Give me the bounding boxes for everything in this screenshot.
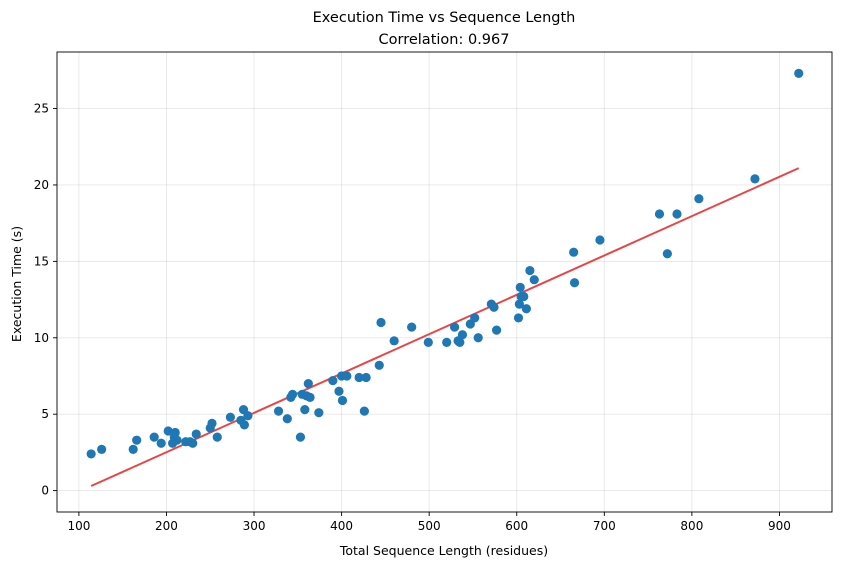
y-tick-label: 5 xyxy=(41,407,49,421)
grid-lines xyxy=(57,52,832,512)
data-point xyxy=(225,412,235,422)
data-point xyxy=(569,247,579,257)
plot-frame xyxy=(56,51,833,513)
data-point xyxy=(191,429,201,439)
data-point xyxy=(519,291,529,302)
data-point xyxy=(239,420,250,430)
x-axis-ticks: 100 200 300 400 500 600 700 800 900 xyxy=(67,512,791,533)
x-tick-label: 600 xyxy=(505,519,528,533)
data-point xyxy=(359,406,369,416)
data-point xyxy=(295,432,306,442)
x-tick-label: 100 xyxy=(67,519,90,533)
data-point xyxy=(449,322,460,332)
data-point xyxy=(376,317,386,328)
data-point xyxy=(342,371,352,381)
data-point xyxy=(300,405,310,415)
y-tick-label: 10 xyxy=(34,331,49,345)
data-point xyxy=(328,375,338,386)
chart-title: Execution Time vs Sequence Length xyxy=(313,10,576,26)
data-point xyxy=(334,386,344,396)
data-point xyxy=(354,372,364,383)
x-tick-label: 900 xyxy=(768,519,791,533)
data-point xyxy=(132,435,142,445)
data-point xyxy=(794,68,804,78)
y-tick-label: 25 xyxy=(34,102,49,116)
data-point xyxy=(188,438,198,448)
data-point xyxy=(163,426,173,436)
data-point xyxy=(569,278,580,288)
data-point xyxy=(305,392,315,402)
data-point xyxy=(694,194,704,204)
x-tick-label: 800 xyxy=(680,519,703,533)
x-tick-label: 300 xyxy=(243,519,266,533)
y-axis-ticks: 0 5 10 15 20 25 xyxy=(34,102,57,498)
data-point xyxy=(303,379,313,389)
data-point xyxy=(407,322,417,332)
data-point xyxy=(515,282,525,292)
data-point xyxy=(361,372,371,383)
fit-line-layer xyxy=(90,167,800,487)
data-point xyxy=(529,275,539,285)
data-point xyxy=(86,449,96,459)
data-point xyxy=(314,408,324,418)
data-point xyxy=(492,325,502,335)
data-point xyxy=(172,435,182,445)
data-point xyxy=(374,360,384,370)
data-point xyxy=(97,444,107,454)
data-point xyxy=(282,414,292,424)
x-tick-label: 700 xyxy=(593,519,616,533)
data-point xyxy=(489,302,499,312)
data-point xyxy=(442,337,452,347)
data-point xyxy=(525,265,535,276)
data-point xyxy=(470,313,480,323)
data-point xyxy=(457,330,468,340)
data-point xyxy=(521,304,531,314)
x-tick-label: 500 xyxy=(418,519,441,533)
data-point xyxy=(595,235,605,245)
data-point xyxy=(750,174,760,184)
data-point xyxy=(455,337,465,347)
y-tick-label: 0 xyxy=(41,484,49,498)
data-point xyxy=(473,333,483,343)
data-point xyxy=(128,444,138,454)
data-point xyxy=(156,438,166,448)
data-points xyxy=(86,68,804,459)
x-tick-label: 200 xyxy=(155,519,178,533)
data-point xyxy=(513,313,524,323)
data-point xyxy=(337,395,348,406)
data-point xyxy=(654,209,665,219)
data-point xyxy=(423,337,433,347)
data-point xyxy=(207,418,217,428)
data-point xyxy=(662,249,672,259)
y-tick-label: 15 xyxy=(34,254,49,268)
data-point xyxy=(243,411,253,421)
data-point xyxy=(149,432,159,442)
data-point xyxy=(170,427,180,438)
y-axis-label: Execution Time (s) xyxy=(9,226,24,342)
data-point xyxy=(273,406,284,416)
data-point xyxy=(672,209,682,219)
x-axis-label: Total Sequence Length (residues) xyxy=(339,543,548,558)
x-tick-label: 400 xyxy=(330,519,353,533)
y-tick-label: 20 xyxy=(34,178,49,192)
fit-line xyxy=(90,167,800,487)
data-point xyxy=(212,432,222,442)
data-point xyxy=(389,336,399,346)
data-point xyxy=(514,299,524,309)
data-point xyxy=(287,389,298,399)
chart-subtitle: Correlation: 0.967 xyxy=(379,32,510,48)
